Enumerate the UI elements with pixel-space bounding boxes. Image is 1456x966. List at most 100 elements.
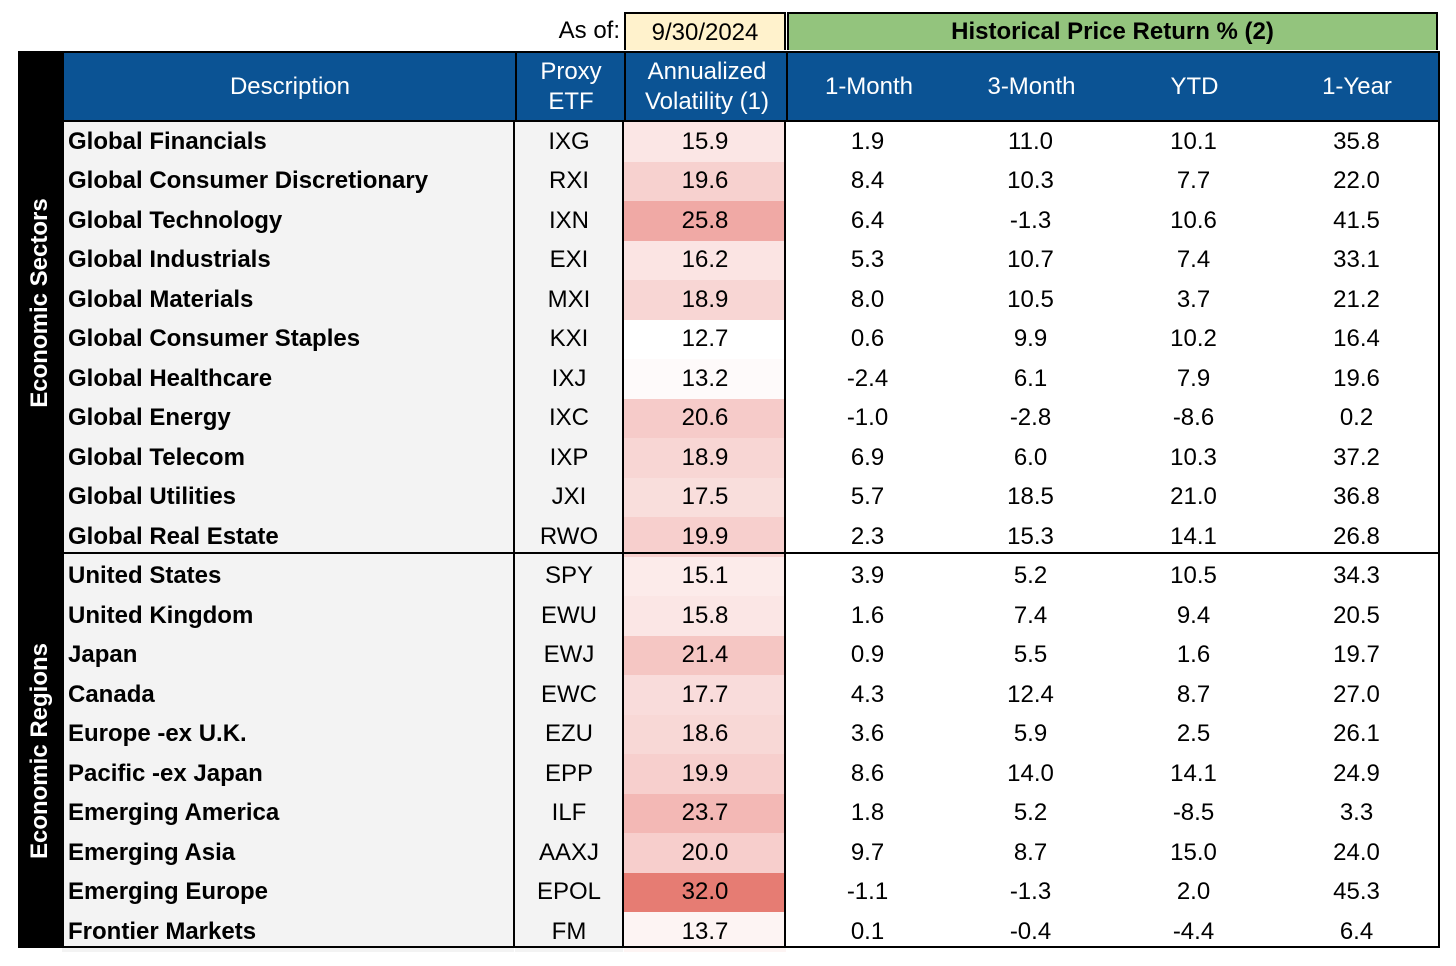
row-description: Europe -ex U.K. [62, 714, 514, 754]
row-ytd: 9.4 [1176, 601, 1211, 629]
table-row: Global Technology IXN 25.8 6.4 -1.3 10.6 41.5 [62, 201, 1440, 241]
row-1-year: 26.8 [1333, 522, 1380, 550]
table-header: Description Proxy ETF Annualized Volatilit… [62, 51, 1440, 122]
table-row: Emerging America ILF 23.7 1.8 5.2 -8.5 3.3 [62, 793, 1440, 833]
row-1-month: 3.9 [850, 562, 885, 590]
row-volatility: 25.8 [624, 201, 786, 241]
row-description: Global Utilities [62, 477, 514, 517]
row-ytd: 7.9 [1176, 364, 1211, 392]
row-1-year: 16.4 [1333, 325, 1380, 353]
row-1-month: 9.7 [850, 838, 885, 866]
row-volatility: 18.6 [624, 714, 786, 754]
row-volatility: 19.6 [624, 161, 786, 201]
row-proxy-etf: KXI [515, 319, 623, 359]
row-description: Emerging Europe [62, 872, 514, 912]
row-description: Japan [62, 635, 514, 675]
table-row: Pacific -ex Japan EPP 19.9 8.6 14.0 14.1 24.9 [62, 754, 1440, 794]
region-group-label-bar: Economic Regions [18, 554, 62, 948]
row-volatility: 20.6 [624, 398, 786, 438]
row-proxy-etf: EXI [515, 240, 623, 280]
row-1-year: 45.3 [1333, 878, 1380, 906]
row-proxy-etf: EWJ [515, 635, 623, 675]
table-row: United Kingdom EWU 15.8 1.6 7.4 9.4 20.5 [62, 596, 1440, 636]
asof-date: 9/30/2024 [624, 12, 786, 50]
row-description: Emerging America [62, 793, 514, 833]
row-1-month: 8.4 [850, 167, 885, 195]
row-volatility: 20.0 [624, 833, 786, 873]
row-1-year: 41.5 [1333, 206, 1380, 234]
table-row: Emerging Asia AAXJ 20.0 9.7 8.7 15.0 24.0 [62, 833, 1440, 873]
row-description: Emerging Asia [62, 833, 514, 873]
row-ytd: 10.2 [1170, 325, 1217, 353]
row-proxy-etf: EZU [515, 714, 623, 754]
row-ytd: 21.0 [1170, 483, 1217, 511]
row-1-month: 3.6 [850, 720, 885, 748]
row-1-month: 8.0 [850, 285, 885, 313]
row-ytd: -4.4 [1172, 917, 1215, 945]
row-3-month: -1.3 [1009, 206, 1052, 234]
row-1-year: 35.8 [1333, 127, 1380, 155]
row-volatility: 18.9 [624, 438, 786, 478]
row-1-year: 19.6 [1333, 364, 1380, 392]
header-ytd: YTD [1170, 72, 1219, 100]
row-volatility: 18.9 [624, 280, 786, 320]
table-row: Frontier Markets FM 13.7 0.1 -0.4 -4.4 6.4 [62, 912, 1440, 952]
row-proxy-etf: EWC [515, 675, 623, 715]
row-volatility: 13.7 [624, 912, 786, 952]
row-ytd: 10.1 [1170, 127, 1217, 155]
row-ytd: -8.5 [1172, 799, 1215, 827]
row-3-month: -2.8 [1009, 404, 1052, 432]
grid-group-divider [62, 552, 1440, 554]
row-1-month: 5.7 [850, 483, 885, 511]
table-row: Japan EWJ 21.4 0.9 5.5 1.6 19.7 [62, 635, 1440, 675]
row-ytd: 2.5 [1176, 720, 1211, 748]
row-volatility: 19.9 [624, 754, 786, 794]
grid-desc-right [513, 122, 515, 948]
grid-etf-right [622, 122, 624, 948]
row-1-month: 1.9 [850, 127, 885, 155]
row-volatility: 13.2 [624, 359, 786, 399]
row-3-month: -0.4 [1009, 917, 1052, 945]
table-body: Global Financials IXG 15.9 1.9 11.0 10.1 35.8 G… [62, 122, 1440, 952]
header-description: Description [229, 72, 351, 100]
row-proxy-etf: EWU [515, 596, 623, 636]
row-3-month: 18.5 [1007, 483, 1054, 511]
table-row: Global Utilities JXI 17.5 5.7 18.5 21.0 36.8 [62, 477, 1440, 517]
header-proxy-etf-line1: Proxy [540, 57, 602, 85]
row-3-month: 6.0 [1013, 443, 1048, 471]
row-1-month: 8.6 [850, 759, 885, 787]
row-1-year: 3.3 [1339, 799, 1374, 827]
row-1-month: -1.1 [846, 878, 889, 906]
row-1-year: 37.2 [1333, 443, 1380, 471]
sector-group-label-bar: Economic Sectors [18, 51, 62, 554]
row-3-month: 7.4 [1013, 601, 1048, 629]
row-3-month: 6.1 [1013, 364, 1048, 392]
row-3-month: -1.3 [1009, 878, 1052, 906]
row-3-month: 12.4 [1007, 680, 1054, 708]
row-ytd: 15.0 [1170, 838, 1217, 866]
row-description: Canada [62, 675, 514, 715]
table-row: Global Industrials EXI 16.2 5.3 10.7 7.4 33.1 [62, 240, 1440, 280]
row-1-year: 24.9 [1333, 759, 1380, 787]
economic-sectors-label: Economic Sectors [26, 197, 53, 408]
row-1-year: 6.4 [1339, 917, 1374, 945]
row-volatility: 19.9 [624, 517, 786, 557]
row-proxy-etf: EPP [515, 754, 623, 794]
row-1-month: 0.6 [850, 325, 885, 353]
row-1-month: -2.4 [846, 364, 889, 392]
row-description: Global Consumer Staples [62, 319, 514, 359]
table-row: Emerging Europe EPOL 32.0 -1.1 -1.3 2.0 45.3 [62, 872, 1440, 912]
row-proxy-etf: IXP [515, 438, 623, 478]
row-1-year: 22.0 [1333, 167, 1380, 195]
table-row: Global Financials IXG 15.9 1.9 11.0 10.1 35.8 [62, 122, 1440, 162]
row-description: Global Real Estate [62, 517, 514, 557]
grid-bottom [62, 946, 1440, 948]
row-description: Global Materials [62, 280, 514, 320]
row-3-month: 10.3 [1007, 167, 1054, 195]
grid-left [62, 122, 64, 948]
row-ytd: 3.7 [1176, 285, 1211, 313]
row-1-month: 6.9 [850, 443, 885, 471]
table-row: Global Consumer Staples KXI 12.7 0.6 9.9 10.2… [62, 319, 1440, 359]
row-1-year: 36.8 [1333, 483, 1380, 511]
row-3-month: 10.7 [1007, 246, 1054, 274]
